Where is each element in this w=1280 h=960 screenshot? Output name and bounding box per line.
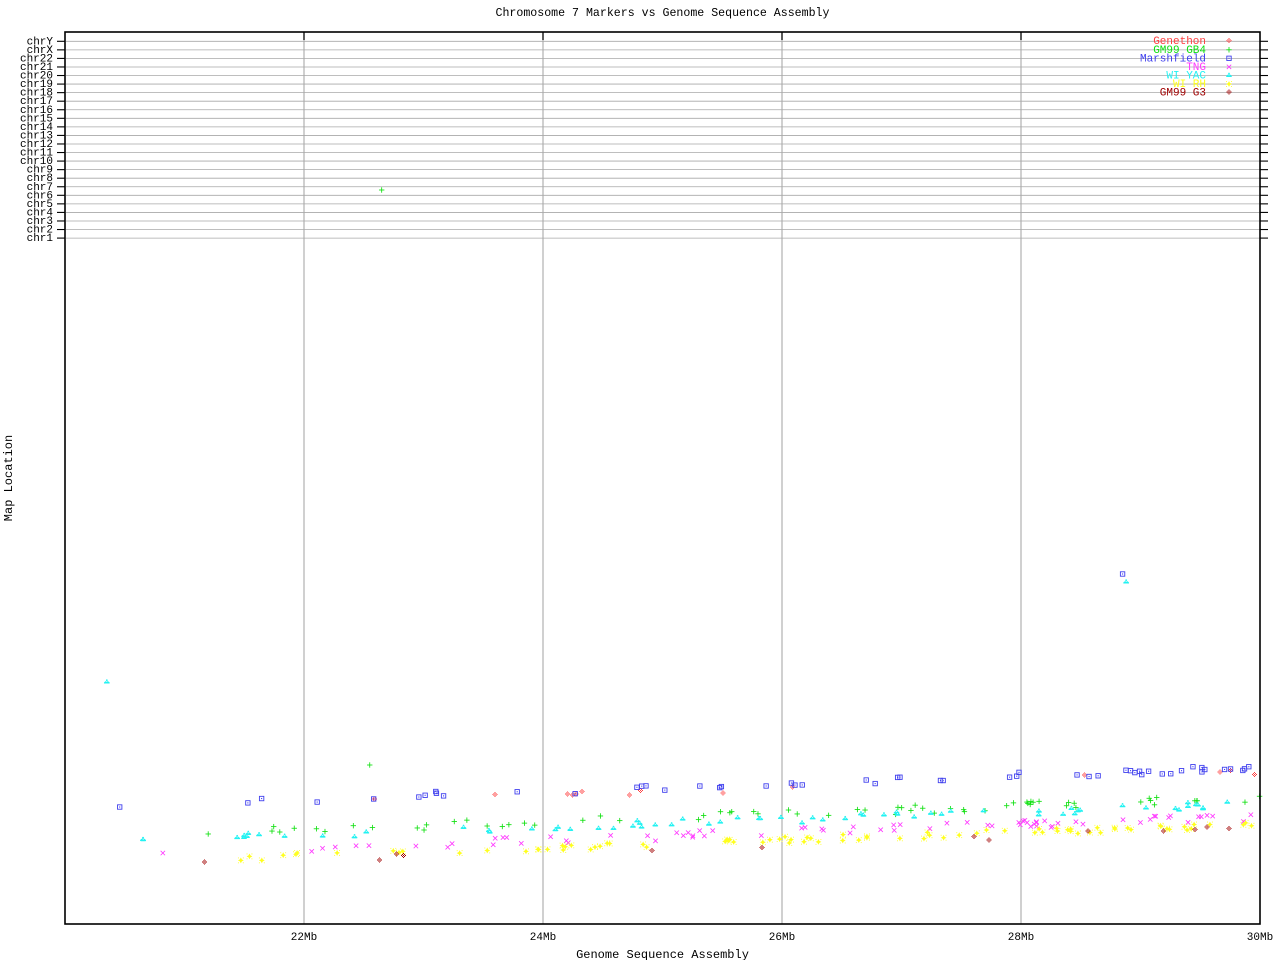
- svg-text:26Mb: 26Mb: [769, 932, 795, 944]
- svg-text:Chromosome 7 Markers vs Genome: Chromosome 7 Markers vs Genome Sequence …: [496, 7, 830, 20]
- svg-text:chr1: chr1: [27, 233, 54, 245]
- svg-text:Map Location: Map Location: [2, 435, 16, 521]
- svg-text:Genome Sequence Assembly: Genome Sequence Assembly: [576, 948, 749, 960]
- svg-text:22Mb: 22Mb: [291, 932, 317, 944]
- svg-text:24Mb: 24Mb: [530, 932, 556, 944]
- svg-text:28Mb: 28Mb: [1008, 932, 1034, 944]
- svg-text:30Mb: 30Mb: [1247, 932, 1273, 944]
- svg-text:GM99 G3: GM99 G3: [1160, 88, 1206, 100]
